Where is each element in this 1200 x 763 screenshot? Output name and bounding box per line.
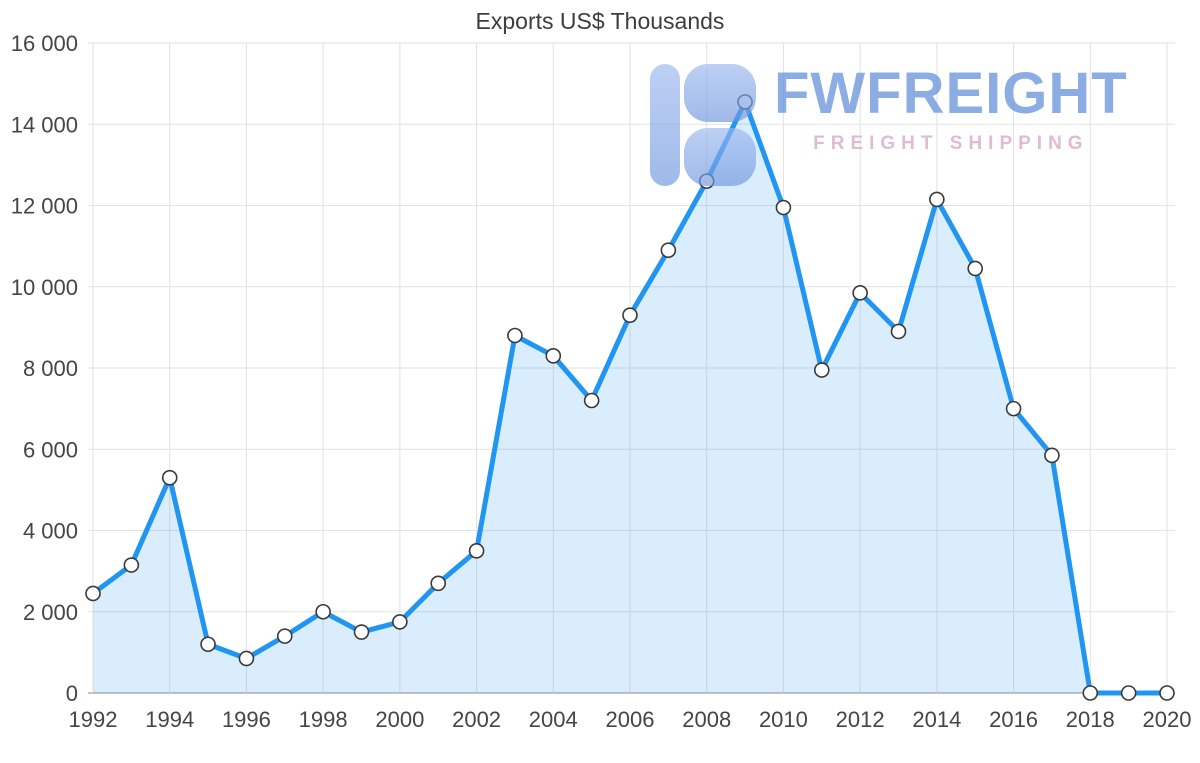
data-point-marker[interactable] (545, 348, 562, 364)
chart-title: Exports US$ Thousands (475, 8, 725, 34)
x-axis-tick-label: 1996 (222, 707, 271, 732)
y-axis-tick-label: 12 000 (11, 194, 78, 219)
data-point-marker[interactable] (929, 191, 945, 208)
y-axis-tick-label: 0 (66, 681, 78, 706)
y-axis-tick-label: 4 000 (23, 519, 78, 544)
data-point-marker[interactable] (813, 362, 830, 378)
data-point-marker[interactable] (353, 624, 370, 640)
data-point-marker[interactable] (1082, 685, 1099, 701)
data-point-marker[interactable] (123, 557, 140, 573)
x-axis-tick-label: 2018 (1066, 707, 1115, 732)
x-axis-tick-label: 2008 (682, 707, 731, 732)
x-axis-tick-label: 2006 (606, 707, 655, 732)
y-axis-tick-label: 10 000 (11, 275, 78, 300)
data-point-marker[interactable] (698, 173, 715, 189)
data-point-marker[interactable] (967, 260, 984, 277)
data-point-marker[interactable] (1120, 685, 1137, 701)
x-axis-tick-label: 1998 (299, 707, 348, 732)
data-point-marker[interactable] (276, 628, 293, 644)
data-point-marker[interactable] (392, 614, 408, 630)
data-point-marker[interactable] (852, 285, 868, 301)
x-axis-tick-label: 2010 (759, 707, 808, 732)
data-point-marker[interactable] (890, 323, 907, 340)
y-axis-tick-label: 14 000 (11, 112, 78, 137)
x-axis-tick-label: 1992 (69, 707, 118, 732)
data-point-marker[interactable] (737, 94, 753, 110)
x-axis-tick-label: 2000 (375, 707, 424, 732)
y-axis-tick-label: 6 000 (23, 437, 78, 462)
data-point-marker[interactable] (1044, 447, 1060, 464)
data-point-marker[interactable] (1005, 400, 1022, 417)
x-axis-tick-label: 1994 (145, 707, 194, 732)
data-point-marker[interactable] (430, 575, 447, 592)
y-axis-tick-label: 16 000 (11, 31, 78, 56)
data-point-marker[interactable] (660, 242, 677, 258)
data-point-marker[interactable] (85, 585, 101, 602)
x-axis-tick-label: 2002 (452, 707, 501, 732)
data-point-marker[interactable] (507, 327, 523, 344)
data-point-marker[interactable] (161, 469, 178, 486)
data-point-marker[interactable] (315, 603, 331, 620)
y-axis-tick-label: 2 000 (23, 600, 78, 625)
x-axis-tick-label: 2012 (836, 707, 885, 732)
x-axis-tick-label: 2014 (912, 707, 961, 732)
x-axis-tick-label: 2020 (1143, 707, 1192, 732)
x-axis-tick-label: 2004 (529, 707, 578, 732)
data-point-marker[interactable] (468, 543, 485, 559)
data-point-marker[interactable] (200, 636, 216, 653)
data-point-marker[interactable] (238, 650, 255, 667)
data-point-marker[interactable] (622, 307, 638, 323)
data-point-marker[interactable] (775, 199, 792, 216)
data-point-marker[interactable] (1159, 685, 1175, 701)
data-point-marker[interactable] (583, 392, 600, 409)
area-fill (93, 101, 1167, 693)
y-axis-tick-label: 8 000 (23, 356, 78, 381)
x-axis-tick-label: 2016 (989, 707, 1038, 732)
